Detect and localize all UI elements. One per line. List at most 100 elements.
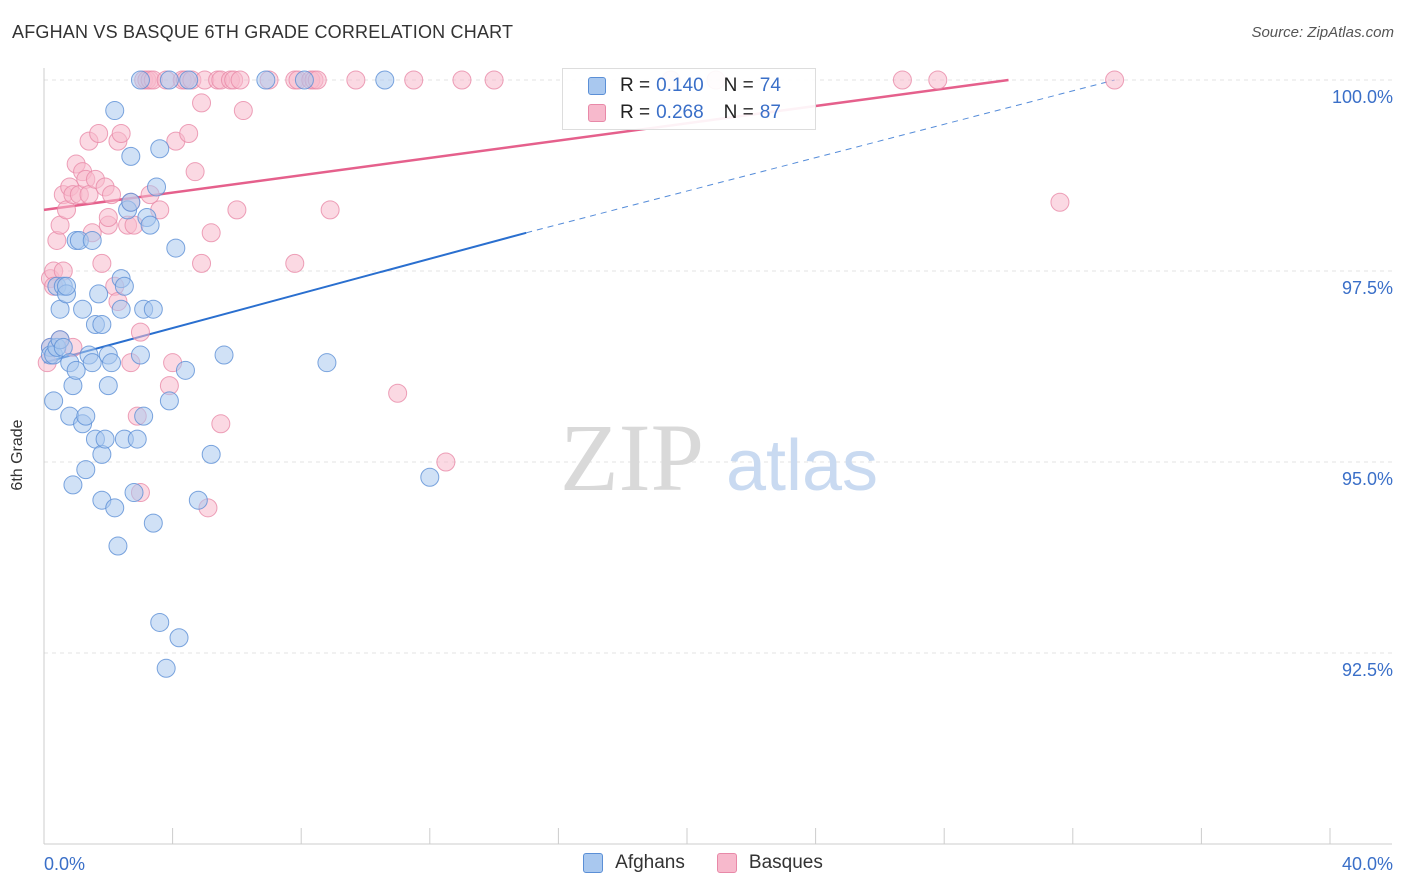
afghan-point <box>98 376 118 396</box>
afghan-point <box>76 460 96 480</box>
basque-point <box>346 70 366 90</box>
x-tick-label: 0.0% <box>44 854 85 874</box>
basque-point <box>320 200 340 220</box>
afghan-point <box>375 70 395 90</box>
afghan-point <box>105 498 125 518</box>
afghan-point <box>147 177 167 197</box>
watermark-atlas: atlas <box>726 426 878 506</box>
basque-point <box>201 223 221 243</box>
afghan-point <box>76 406 96 426</box>
afghan-point <box>44 391 64 411</box>
afghan-point <box>134 406 154 426</box>
afghans-n-value: 74 <box>759 75 781 96</box>
afghan-point <box>150 612 170 632</box>
afghan-point <box>73 299 93 319</box>
afghans-n-label: N = <box>723 75 754 96</box>
basques-trend-line <box>43 78 1009 212</box>
afghan-point <box>294 70 314 90</box>
afghan-point <box>114 276 134 296</box>
basque-point <box>928 70 948 90</box>
legend-basques-swatch <box>716 853 737 873</box>
legend-item-afghans[interactable]: Afghans <box>583 852 685 874</box>
afghan-point <box>159 70 179 90</box>
afghan-point <box>124 483 144 503</box>
basques-n-label: N = <box>723 102 754 123</box>
basque-point <box>452 70 472 90</box>
afghan-point <box>130 70 150 90</box>
afghan-point <box>420 467 440 487</box>
afghan-point <box>143 513 163 533</box>
afghans-trend-extension <box>526 79 1115 234</box>
basque-point <box>1105 70 1125 90</box>
basque-point <box>436 452 456 472</box>
afghan-point <box>188 490 208 510</box>
afghan-point <box>166 238 186 258</box>
afghan-point <box>214 345 234 365</box>
y-tick-label: 97.5% <box>1342 278 1393 298</box>
legend: Afghans Basques <box>0 852 1406 874</box>
afghan-point <box>140 215 160 235</box>
afghan-point <box>317 353 337 373</box>
data-points <box>37 70 1125 678</box>
basque-point <box>130 322 150 342</box>
afghan-point <box>63 475 83 495</box>
grid-lines <box>44 79 1392 654</box>
basque-point <box>1050 192 1070 212</box>
basque-point <box>285 253 305 273</box>
afghan-point <box>159 391 179 411</box>
watermark: ZIP atlas <box>560 404 878 511</box>
afghan-point <box>66 360 86 380</box>
basque-point <box>211 414 231 434</box>
x-tick-label: 40.0% <box>1342 854 1393 874</box>
afghan-point <box>89 284 109 304</box>
afghan-point <box>121 146 141 166</box>
afghan-point <box>92 314 112 334</box>
basque-point <box>185 162 205 182</box>
basque-point <box>92 253 112 273</box>
afghans-r-value: 0.140 <box>656 75 704 96</box>
basques-r-value: 0.268 <box>656 102 704 123</box>
basques-r-label: R = <box>620 102 651 123</box>
afghan-point <box>175 360 195 380</box>
basque-point <box>192 253 212 273</box>
afghans-r-label: R = <box>620 75 651 96</box>
afghan-point <box>150 139 170 159</box>
afghan-point <box>105 101 125 121</box>
basque-point <box>102 185 122 205</box>
axes <box>43 68 1392 845</box>
legend-afghans-swatch <box>583 853 604 873</box>
source-label: Source: ZipAtlas.com <box>1251 24 1394 41</box>
stats-row-afghans: R = 0.140 N = 74 <box>563 73 781 99</box>
afghan-point <box>256 70 276 90</box>
basque-point <box>892 70 912 90</box>
basque-point <box>233 101 253 121</box>
afghan-point <box>127 429 147 449</box>
legend-basques-label: Basques <box>748 852 823 873</box>
afghan-point <box>169 628 189 648</box>
basque-point <box>227 200 247 220</box>
afghan-point <box>108 536 128 556</box>
afghan-point <box>121 192 141 212</box>
afghan-point <box>201 444 221 464</box>
trend-lines <box>43 78 1115 364</box>
legend-item-basques[interactable]: Basques <box>716 852 823 874</box>
basques-n-value: 87 <box>759 102 781 123</box>
y-tick-label: 92.5% <box>1342 660 1393 680</box>
legend-afghans-label: Afghans <box>615 852 685 873</box>
afghans-trend-line <box>43 231 527 364</box>
basque-point <box>192 93 212 113</box>
afghan-point <box>179 70 199 90</box>
tick-labels: 92.5% 95.0% 97.5% 100.0% 0.0% 40.0% <box>44 87 1393 874</box>
afghan-point <box>156 658 176 678</box>
stats-row-basques: R = 0.268 N = 87 <box>563 100 781 126</box>
afghan-point <box>111 299 131 319</box>
basque-point <box>89 123 109 143</box>
afghan-point <box>57 276 77 296</box>
basques-swatch <box>588 104 606 122</box>
afghan-point <box>95 429 115 449</box>
basque-point <box>179 123 199 143</box>
basque-point <box>111 123 131 143</box>
afghan-point <box>82 353 102 373</box>
chart-title: AFGHAN VS BASQUE 6TH GRADE CORRELATION C… <box>12 22 514 42</box>
